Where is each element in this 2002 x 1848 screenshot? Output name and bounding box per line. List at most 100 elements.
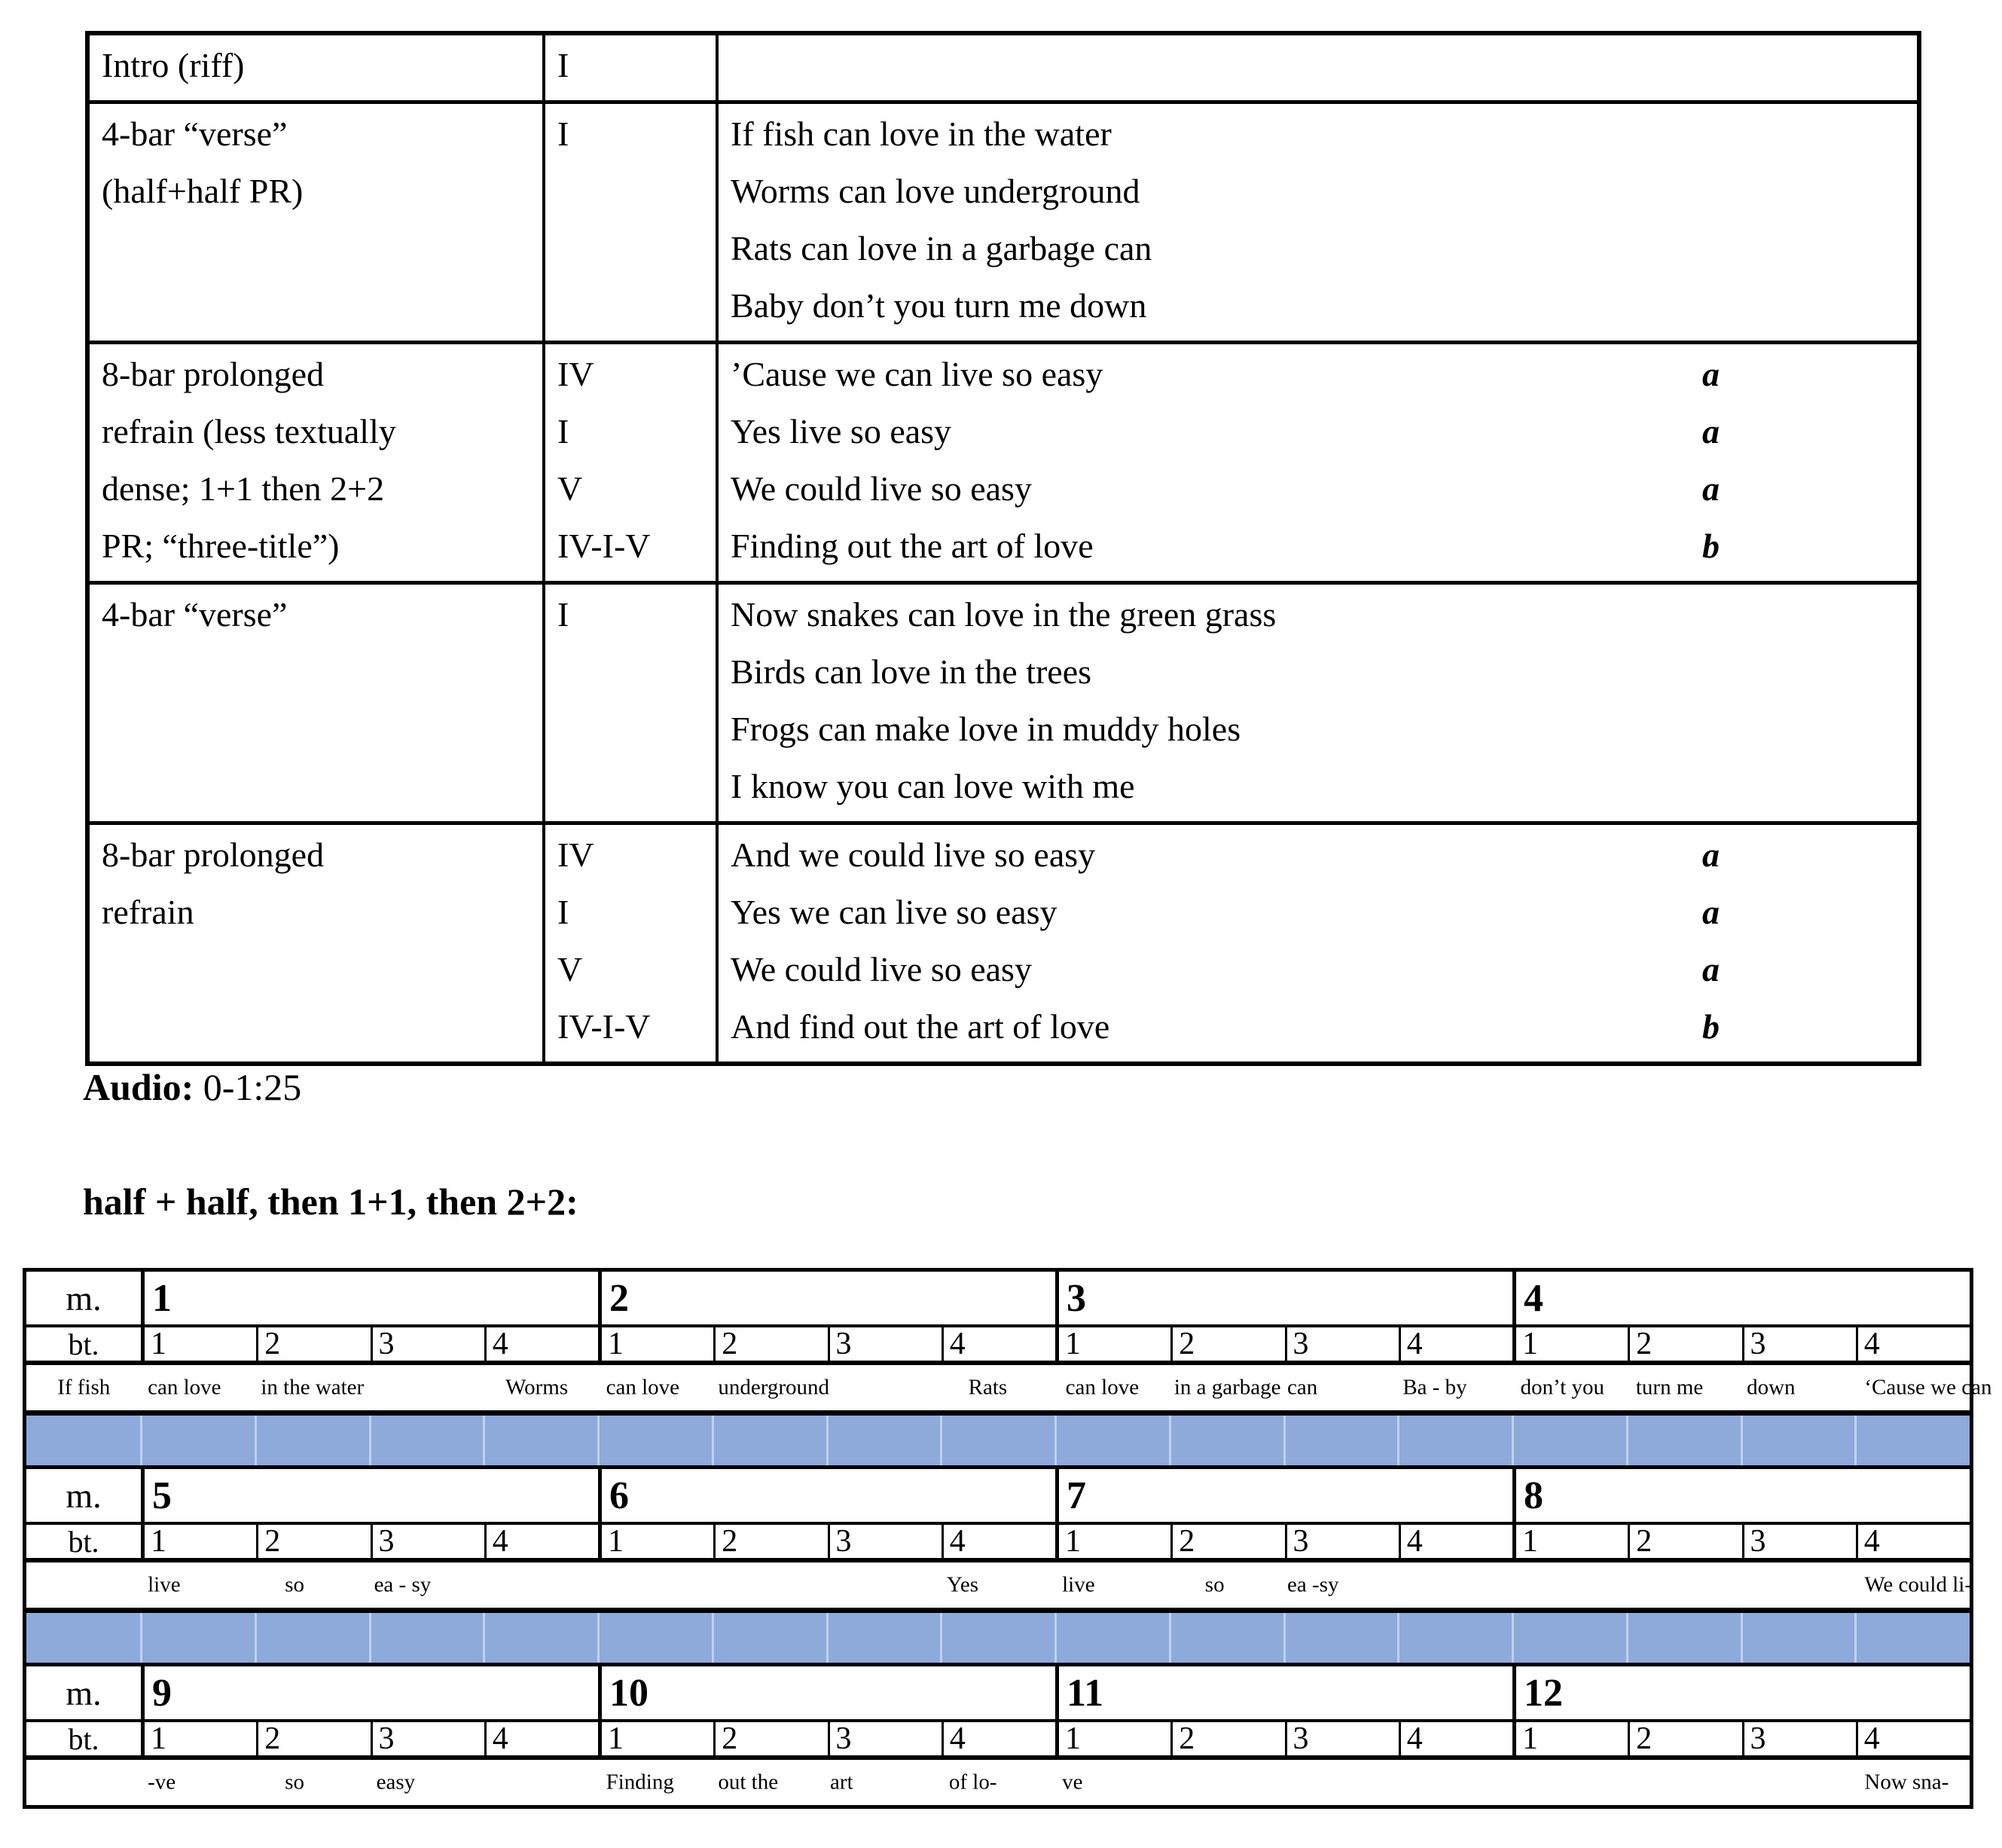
- grid-lyric-fragment: don’t you: [1520, 1375, 1605, 1400]
- chord-label: I: [557, 412, 569, 451]
- beat-number: 1: [1055, 1327, 1170, 1361]
- beat-number: 1: [598, 1524, 713, 1559]
- table-row: 8-bar prolonged refrain (less textually de…: [90, 341, 1917, 581]
- divider-beat-tick: [1854, 1613, 1857, 1663]
- measure-number: 9: [141, 1666, 598, 1719]
- chords-cell: IV I V IV-I-V: [542, 344, 719, 581]
- measure-beat-grid: m. 1 2 3 4 bt. 1 2 3 4 1 2 3 4 1 2 3 4 1 2 3 4 If fish can love…: [23, 1268, 1991, 1809]
- table-row: 4-bar “verse” I Now snakes can love in the…: [90, 581, 1917, 821]
- beat-row: bt. 1 2 3 4 1 2 3 4 1 2 3 4 1 2 3 4: [26, 1721, 1970, 1760]
- measure-row-label: m.: [66, 1673, 102, 1712]
- beat-number: 1: [141, 1327, 256, 1361]
- measure-number: 12: [1512, 1666, 1970, 1719]
- beat-number: 3: [827, 1721, 941, 1756]
- lyric-text: Yes live so easy: [731, 412, 952, 451]
- divider-beat-tick: [254, 1416, 257, 1465]
- grid-lyric-fragment: can: [1287, 1375, 1318, 1400]
- beat-number: 1: [141, 1721, 256, 1756]
- lyric-text: I know you can love with me: [731, 767, 1135, 805]
- measure-row: m. 5 6 7 8: [26, 1469, 1970, 1525]
- divider-beat-tick: [368, 1416, 371, 1465]
- lyric-line: We could live so easy a: [731, 460, 1906, 518]
- section-cell: 8-bar prolonged refrain: [90, 825, 542, 1061]
- grid-lyric-fragment: can love: [1065, 1375, 1140, 1400]
- section-cell: 8-bar prolonged refrain (less textually de…: [90, 344, 542, 581]
- table-row: 8-bar prolonged refrain IV I V IV-I-V And we c…: [90, 821, 1917, 1061]
- grid-lyric-fragment: of lo-: [948, 1770, 997, 1795]
- lyric-text: Yes we can live so easy: [731, 893, 1057, 931]
- divider-beat-tick: [1283, 1613, 1286, 1663]
- divider-beat-tick: [1168, 1416, 1171, 1465]
- lyric-text: If fish can love in the water: [731, 115, 1112, 153]
- grid-lyric-fragment: Ba - by: [1402, 1375, 1467, 1400]
- grid-lyric-fragment: in a garbage: [1173, 1375, 1281, 1400]
- chord-label: IV-I-V: [557, 527, 651, 565]
- chord-label: I: [557, 115, 569, 153]
- section-cell: 4-bar “verse”: [90, 585, 542, 821]
- measure-number: 1: [141, 1272, 598, 1324]
- section-line: PR; “three-title”): [102, 527, 340, 565]
- phrase-letter: a: [1702, 412, 1720, 451]
- measure-number: 11: [1055, 1666, 1512, 1719]
- lyric-line: Worms can love underground: [731, 163, 1906, 220]
- lyric-line: Yes we can live so easy a: [731, 884, 1906, 941]
- grid-lyric-fragment: -ve: [148, 1770, 176, 1795]
- beat-number: 4: [941, 1721, 1055, 1756]
- beat-number: 4: [1398, 1524, 1512, 1559]
- grid-lyric-fragment: can love: [148, 1375, 221, 1400]
- divider-beat-tick: [1625, 1416, 1628, 1465]
- beat-number: 3: [1284, 1524, 1399, 1559]
- divider-beat-tick: [1054, 1416, 1057, 1465]
- lyrics-cell: Now snakes can love in the green grass Bi…: [719, 585, 1917, 821]
- divider-beat-tick: [1740, 1416, 1743, 1465]
- grid-lyric-fragment: We could li-: [1864, 1572, 1972, 1597]
- grid-lyric-fragment: ea - sy: [374, 1572, 432, 1597]
- beat-number: 3: [370, 1327, 484, 1361]
- lyric-text: Finding out the art of love: [731, 527, 1094, 565]
- lyrics-cell: [719, 35, 1917, 100]
- lyric-line: Now snakes can love in the green grass: [731, 586, 1906, 643]
- beat-number: 2: [713, 1721, 827, 1756]
- beat-number: 1: [1055, 1721, 1170, 1756]
- chord-label: IV-I-V: [557, 1007, 651, 1046]
- beat-number: 3: [1284, 1327, 1399, 1361]
- beat-number: 4: [1855, 1721, 1970, 1756]
- lyric-line: And find out the art of love b: [731, 998, 1906, 1055]
- beat-number: 4: [1398, 1721, 1512, 1756]
- beat-number: 2: [1170, 1721, 1284, 1756]
- measure-number: 2: [598, 1272, 1055, 1324]
- beat-number: 1: [598, 1721, 713, 1756]
- lyric-line: If fish can love in the water: [731, 105, 1906, 163]
- divider-beat-tick: [826, 1416, 829, 1465]
- beat-number: 3: [1284, 1721, 1399, 1756]
- grid-lyric-fragment: Now sna-: [1864, 1770, 1949, 1795]
- grid-lyric-fragment: Finding: [606, 1770, 674, 1795]
- chord-label: V: [557, 950, 583, 988]
- grid-lyric-fragment: easy: [376, 1770, 416, 1795]
- section-line: refrain: [102, 893, 194, 931]
- beat-number: 1: [1512, 1327, 1628, 1361]
- lyric-line: We could live so easy a: [731, 941, 1906, 998]
- beat-number: 4: [484, 1327, 598, 1361]
- grid-lyric-fragment: live: [148, 1572, 181, 1597]
- beat-number: 3: [827, 1524, 941, 1559]
- lyric-text: Birds can love in the trees: [731, 652, 1092, 691]
- lyrics-cell: ’Cause we can live so easy a Yes live so e…: [719, 344, 1917, 581]
- grid-lyric-fragment: underground: [718, 1375, 829, 1400]
- section-line: Intro (riff): [102, 46, 245, 84]
- measure-row: m. 1 2 3 4: [26, 1272, 1970, 1327]
- chords-cell: I: [542, 585, 719, 821]
- lyric-line: Frogs can make love in muddy holes: [731, 701, 1906, 758]
- lyric-line: Baby don’t you turn me down: [731, 277, 1906, 334]
- section-divider-bar: [26, 1613, 1970, 1666]
- section-line: 4-bar “verse”: [102, 595, 288, 634]
- divider-beat-tick: [1168, 1613, 1171, 1663]
- section-line: refrain (less textually: [102, 412, 396, 451]
- section-line: 8-bar prolonged: [102, 835, 325, 874]
- section-divider-bar: [26, 1416, 1970, 1469]
- beat-number: 2: [256, 1327, 370, 1361]
- divider-beat-tick: [1397, 1416, 1400, 1465]
- beat-number: 2: [256, 1524, 370, 1559]
- divider-beat-tick: [940, 1613, 943, 1663]
